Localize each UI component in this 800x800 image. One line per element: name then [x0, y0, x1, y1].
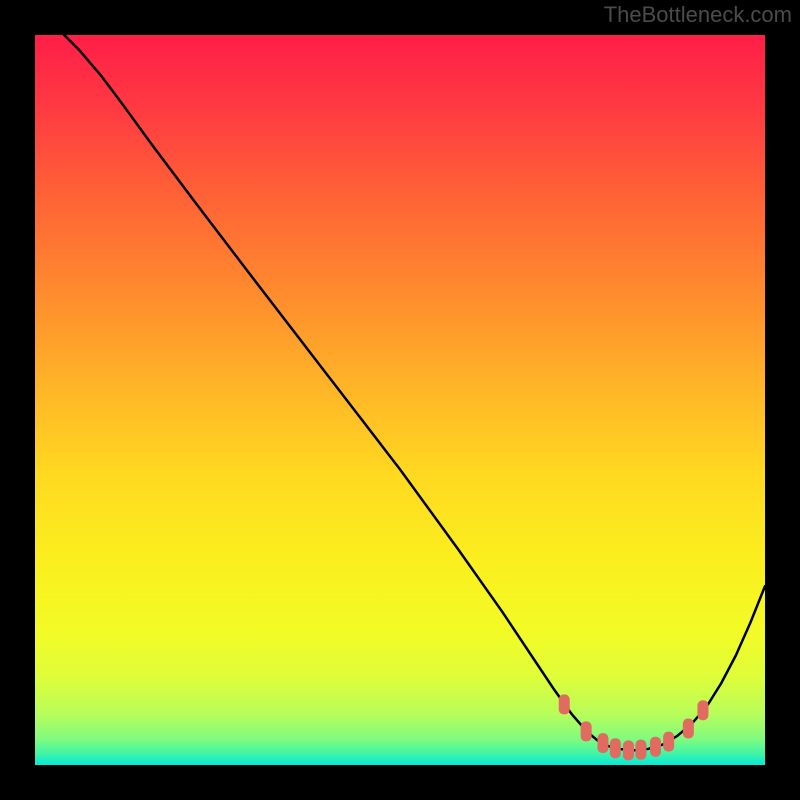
valley-marker [610, 738, 621, 758]
valley-marker [623, 740, 634, 760]
plot-svg [35, 35, 765, 765]
valley-marker [683, 719, 694, 739]
watermark-text: TheBottleneck.com [604, 2, 792, 28]
valley-marker [650, 737, 661, 757]
valley-marker [635, 740, 646, 760]
gradient-background [35, 35, 765, 765]
plot-area [35, 35, 765, 765]
chart-frame: TheBottleneck.com [0, 0, 800, 800]
valley-marker [581, 721, 592, 741]
valley-marker [559, 694, 570, 714]
valley-marker [697, 700, 708, 720]
valley-marker [663, 732, 674, 752]
valley-marker [597, 733, 608, 753]
